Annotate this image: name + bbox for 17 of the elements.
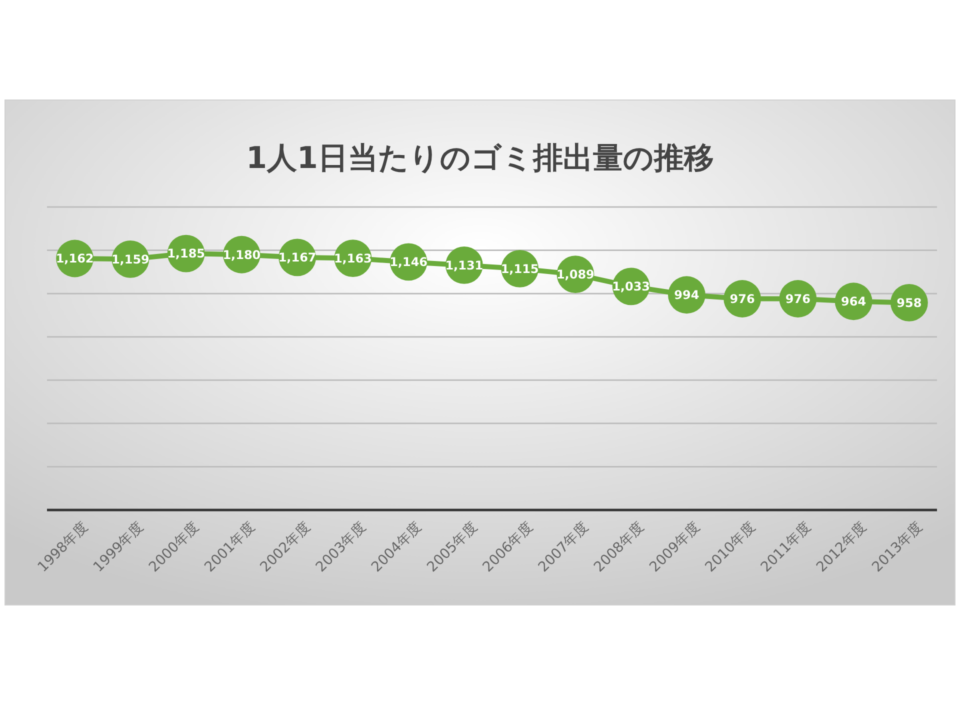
data-label: 1,180 <box>222 248 261 262</box>
data-label: 994 <box>674 288 700 302</box>
data-label: 1,033 <box>612 280 650 294</box>
data-label: 1,115 <box>500 262 539 276</box>
chart-title: 1人1日当たりのゴミ排出量の推移 <box>246 141 714 176</box>
data-label: 964 <box>841 294 866 309</box>
data-label: 976 <box>730 292 755 306</box>
data-label: 1,162 <box>56 252 94 266</box>
data-label: 1,131 <box>445 258 484 272</box>
data-label: 1,185 <box>167 246 206 261</box>
data-label: 1,159 <box>111 252 150 266</box>
data-label: 1,089 <box>556 268 594 282</box>
data-label: 1,146 <box>390 255 428 270</box>
data-label: 958 <box>896 296 922 310</box>
data-label: 1,163 <box>334 251 372 266</box>
data-label: 1,167 <box>278 250 316 265</box>
data-label: 976 <box>785 292 810 306</box>
